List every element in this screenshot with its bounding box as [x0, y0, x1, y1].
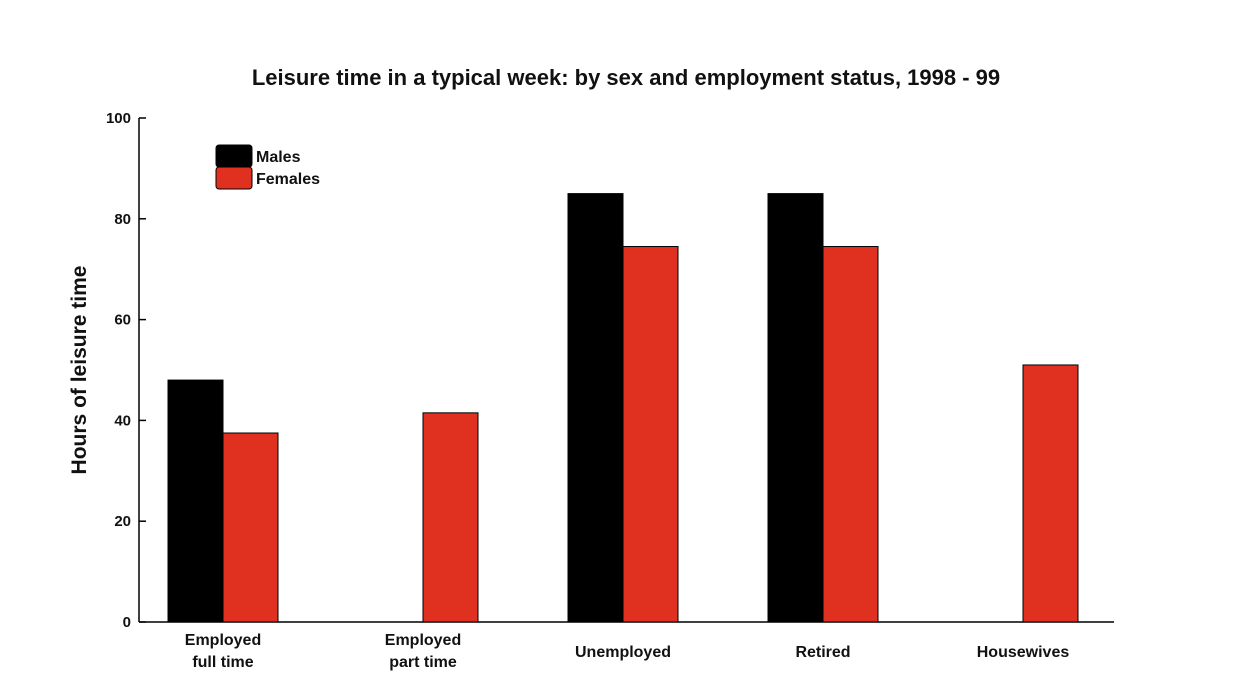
bar-males: [167, 379, 224, 623]
x-category-label: Employed part time: [385, 632, 461, 671]
x-category-label: Employed full time: [185, 632, 261, 671]
bar-females: [222, 432, 279, 623]
bar-females: [422, 412, 479, 623]
bar-females: [622, 246, 679, 623]
y-tick-label: 100: [106, 110, 131, 127]
y-tick-label: 60: [114, 312, 131, 329]
legend-label-females: Females: [256, 171, 320, 188]
y-tick-label: 20: [114, 513, 131, 530]
y-tick-label: 0: [123, 614, 131, 631]
legend: Males Females: [215, 144, 320, 190]
x-category-label: Unemployed: [575, 644, 671, 661]
y-tick-label: 40: [114, 412, 131, 429]
chart-title: Leisure time in a typical week: by sex a…: [252, 65, 1000, 90]
bar-females: [822, 246, 879, 623]
y-axis-label: Hours of leisure time: [68, 266, 91, 475]
bar-females: [1022, 364, 1079, 623]
y-tick-label: 80: [114, 211, 131, 228]
bar-males: [567, 193, 624, 623]
bar-males: [767, 193, 824, 623]
legend-swatch-females: [215, 166, 253, 190]
legend-label-males: Males: [256, 149, 301, 166]
plot-area: 0 20 40 60 80 100 Employed full time Employed par…: [106, 110, 1114, 671]
x-category-label: Housewives: [977, 644, 1070, 661]
legend-swatch-males: [215, 144, 253, 168]
x-category-label: Retired: [795, 644, 850, 661]
